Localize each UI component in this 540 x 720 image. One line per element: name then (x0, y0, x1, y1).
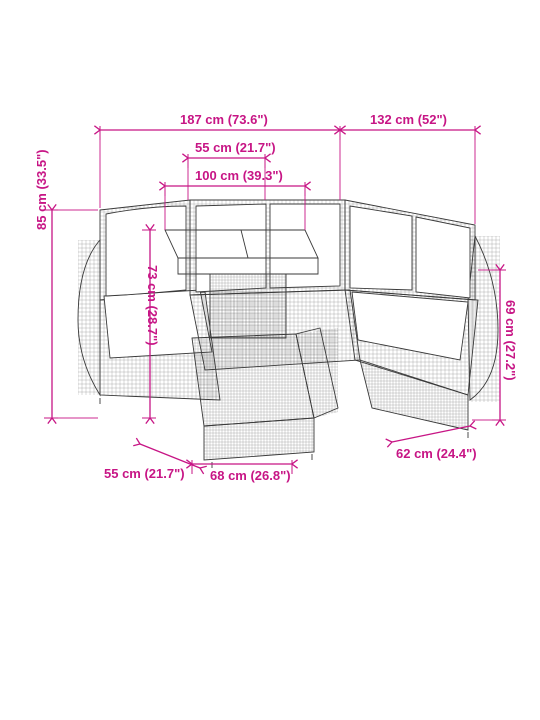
svg-text:55 cm (21.7"): 55 cm (21.7") (195, 140, 276, 155)
svg-text:62 cm (24.4"): 62 cm (24.4") (396, 446, 477, 461)
svg-text:68 cm (26.8"): 68 cm (26.8") (210, 468, 291, 483)
svg-text:69 cm (27.2"): 69 cm (27.2") (503, 300, 518, 381)
svg-text:55 cm (21.7"): 55 cm (21.7") (104, 466, 185, 481)
svg-text:73 cm (28.7"): 73 cm (28.7") (145, 265, 160, 346)
svg-text:132 cm (52"): 132 cm (52") (370, 112, 447, 127)
furniture-drawing (78, 200, 500, 468)
svg-text:85 cm (33.5"): 85 cm (33.5") (34, 149, 49, 230)
svg-text:187 cm (73.6"): 187 cm (73.6") (180, 112, 268, 127)
svg-text:100 cm (39.3"): 100 cm (39.3") (195, 168, 283, 183)
